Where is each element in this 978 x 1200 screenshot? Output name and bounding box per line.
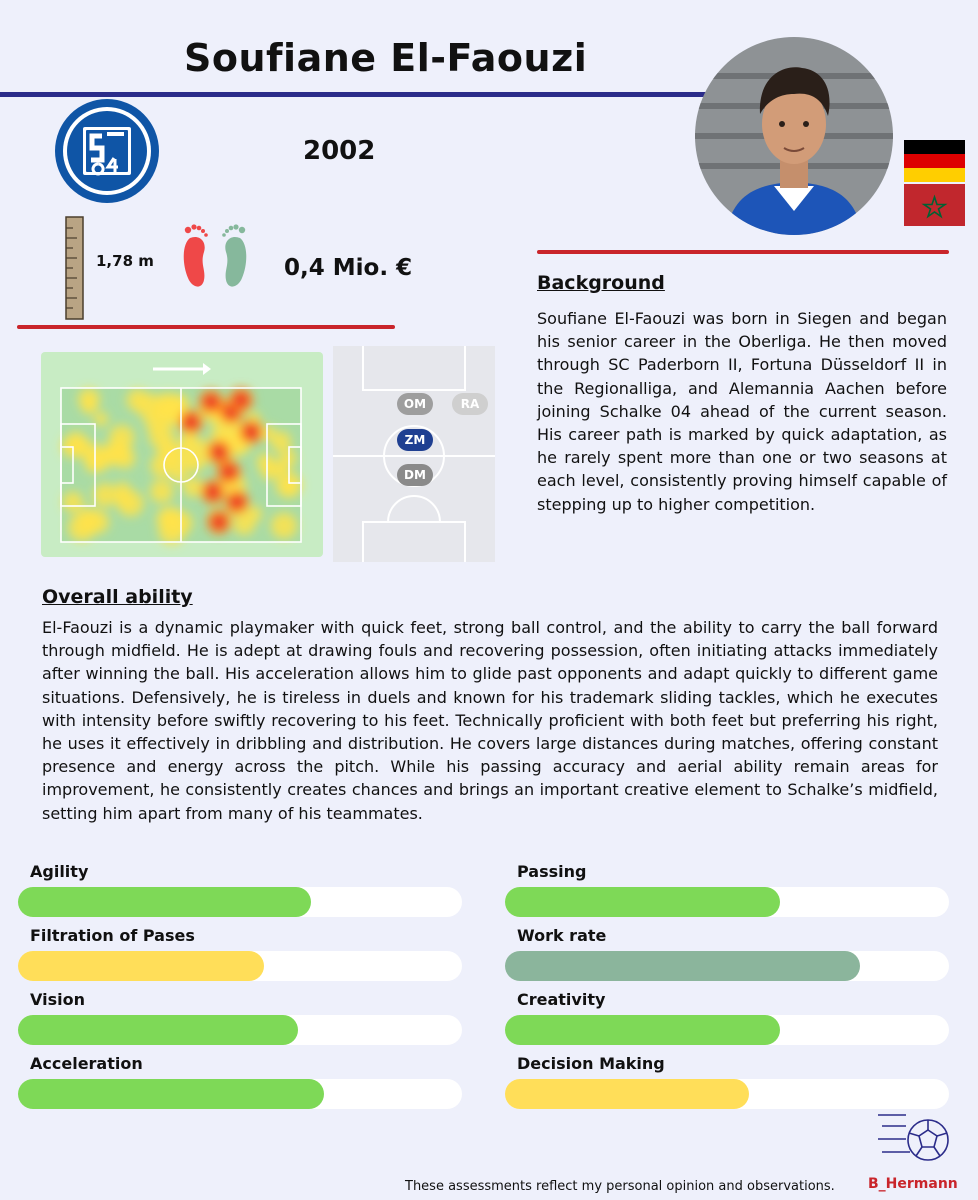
rating-bar-track <box>18 1015 462 1045</box>
ruler-icon <box>65 216 85 324</box>
rating-label: Filtration of Pases <box>30 926 195 945</box>
divider-left <box>17 325 395 329</box>
rating-label: Creativity <box>517 990 606 1009</box>
rating-bar-fill <box>505 951 860 981</box>
header-divider <box>0 92 760 97</box>
player-photo <box>694 36 894 240</box>
player-name: Soufiane El-Faouzi <box>184 36 588 80</box>
feet-icon <box>180 220 252 298</box>
rating-bar-fill <box>18 951 264 981</box>
rating-label: Decision Making <box>517 1054 665 1073</box>
background-text: Soufiane El-Faouzi was born in Siegen an… <box>537 309 947 514</box>
position-om: OM <box>397 393 433 415</box>
rating-bar-track <box>505 887 949 917</box>
heatmap <box>41 352 323 557</box>
germany-flag-icon <box>904 140 965 186</box>
rating-bar-fill <box>18 1079 324 1109</box>
background-heading: Background <box>537 272 665 294</box>
disclaimer: These assessments reflect my personal op… <box>405 1179 835 1194</box>
rating-label: Agility <box>30 862 89 881</box>
rating-bar-track <box>505 951 949 981</box>
rating-bar-fill <box>505 887 780 917</box>
brand-logo-icon <box>876 1112 956 1176</box>
rating-bar-track <box>505 1015 949 1045</box>
divider-right <box>537 250 949 254</box>
position-zm: ZM <box>397 429 433 451</box>
overall-text: El-Faouzi is a dynamic playmaker with qu… <box>42 618 938 823</box>
birth-year: 2002 <box>303 136 376 166</box>
rating-bar-fill <box>505 1079 749 1109</box>
position-map: OM RA ZM DM <box>333 346 495 562</box>
morocco-flag-icon <box>904 184 965 230</box>
direction-arrow-icon <box>153 363 211 375</box>
rating-label: Passing <box>517 862 587 881</box>
rating-label: Work rate <box>517 926 607 945</box>
rating-bar-track <box>18 951 462 981</box>
rating-bar-track <box>18 1079 462 1109</box>
position-ra: RA <box>452 393 488 415</box>
rating-label: Vision <box>30 990 85 1009</box>
overall-heading: Overall ability <box>42 586 193 608</box>
rating-bar-fill <box>18 887 311 917</box>
market-value: 0,4 Mio. € <box>284 255 413 281</box>
brand-name: B_Hermann <box>868 1176 958 1192</box>
player-height: 1,78 m <box>96 252 154 270</box>
schalke-logo <box>54 98 160 208</box>
rating-label: Acceleration <box>30 1054 143 1073</box>
rating-bar-fill <box>18 1015 298 1045</box>
position-dm: DM <box>397 464 433 486</box>
rating-bar-fill <box>505 1015 780 1045</box>
rating-bar-track <box>18 887 462 917</box>
rating-bar-track <box>505 1079 949 1109</box>
